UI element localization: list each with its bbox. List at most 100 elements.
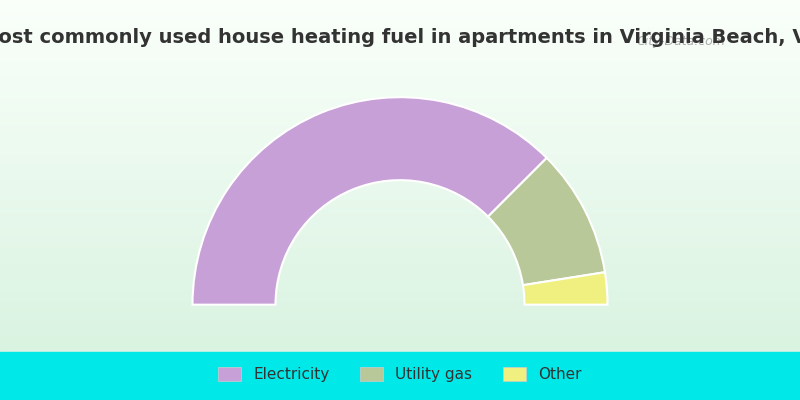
- Bar: [0, 260, 800, 264]
- Bar: [0, 229, 800, 232]
- Text: City-Data.com: City-Data.com: [637, 35, 726, 48]
- Bar: [0, 278, 800, 282]
- Bar: [0, 25, 800, 28]
- Bar: [0, 39, 800, 42]
- Bar: [0, 285, 800, 289]
- Bar: [0, 289, 800, 292]
- Bar: [0, 320, 800, 324]
- Bar: [0, 299, 800, 303]
- Bar: [0, 310, 800, 313]
- Bar: [0, 183, 800, 186]
- Bar: [0, 106, 800, 109]
- Bar: [0, 134, 800, 137]
- Bar: [0, 194, 800, 197]
- Bar: [0, 225, 800, 229]
- Bar: [0, 306, 800, 310]
- Bar: [0, 204, 800, 208]
- Bar: [0, 137, 800, 141]
- Wedge shape: [488, 158, 605, 285]
- Bar: [0, 63, 800, 67]
- Bar: [0, 74, 800, 78]
- Bar: [0, 35, 800, 39]
- Bar: [0, 296, 800, 299]
- Bar: [0, 113, 800, 116]
- Bar: [0, 331, 800, 334]
- Bar: [0, 53, 800, 56]
- Bar: [0, 190, 800, 194]
- Bar: [0, 222, 800, 225]
- Bar: [0, 84, 800, 88]
- Bar: [0, 98, 800, 102]
- Bar: [0, 18, 800, 21]
- Bar: [0, 123, 800, 127]
- Bar: [0, 109, 800, 113]
- Bar: [0, 324, 800, 327]
- Bar: [0, 151, 800, 155]
- Bar: [0, 141, 800, 144]
- Bar: [0, 7, 800, 10]
- Bar: [0, 176, 800, 180]
- Bar: [0, 342, 800, 345]
- Bar: [0, 162, 800, 166]
- Bar: [0, 10, 800, 14]
- Bar: [0, 264, 800, 268]
- Bar: [0, 268, 800, 271]
- Bar: [0, 70, 800, 74]
- Bar: [0, 239, 800, 243]
- Bar: [0, 208, 800, 211]
- Bar: [0, 49, 800, 53]
- Bar: [0, 327, 800, 331]
- Bar: [0, 334, 800, 338]
- Bar: [0, 60, 800, 63]
- Bar: [0, 32, 800, 35]
- Bar: [0, 46, 800, 49]
- Bar: [0, 92, 800, 95]
- Bar: [0, 254, 800, 257]
- Bar: [0, 0, 800, 4]
- Bar: [0, 169, 800, 172]
- Bar: [0, 155, 800, 158]
- Wedge shape: [523, 272, 607, 305]
- Bar: [0, 56, 800, 60]
- Bar: [0, 352, 800, 400]
- Bar: [0, 243, 800, 246]
- Bar: [0, 274, 800, 278]
- Legend: Electricity, Utility gas, Other: Electricity, Utility gas, Other: [212, 361, 588, 388]
- Bar: [0, 211, 800, 215]
- Bar: [0, 28, 800, 32]
- Bar: [0, 197, 800, 201]
- Bar: [0, 144, 800, 148]
- Bar: [0, 148, 800, 151]
- Bar: [0, 345, 800, 348]
- Bar: [0, 102, 800, 106]
- Bar: [0, 127, 800, 130]
- Bar: [0, 4, 800, 7]
- Bar: [0, 130, 800, 134]
- Bar: [0, 116, 800, 120]
- Text: Most commonly used house heating fuel in apartments in Virginia Beach, VA: Most commonly used house heating fuel in…: [0, 28, 800, 47]
- Bar: [0, 250, 800, 254]
- Bar: [0, 81, 800, 84]
- Bar: [0, 215, 800, 218]
- Bar: [0, 246, 800, 250]
- Bar: [0, 172, 800, 176]
- Bar: [0, 317, 800, 320]
- Bar: [0, 21, 800, 25]
- Bar: [0, 282, 800, 285]
- Bar: [0, 218, 800, 222]
- Bar: [0, 313, 800, 317]
- Bar: [0, 186, 800, 190]
- Bar: [0, 67, 800, 70]
- Bar: [0, 78, 800, 81]
- Bar: [0, 95, 800, 98]
- Bar: [0, 166, 800, 169]
- Bar: [0, 303, 800, 306]
- Bar: [0, 338, 800, 342]
- Wedge shape: [193, 97, 546, 305]
- Bar: [0, 257, 800, 260]
- Bar: [0, 232, 800, 236]
- Bar: [0, 180, 800, 183]
- Bar: [0, 292, 800, 296]
- Bar: [0, 201, 800, 204]
- Bar: [0, 42, 800, 46]
